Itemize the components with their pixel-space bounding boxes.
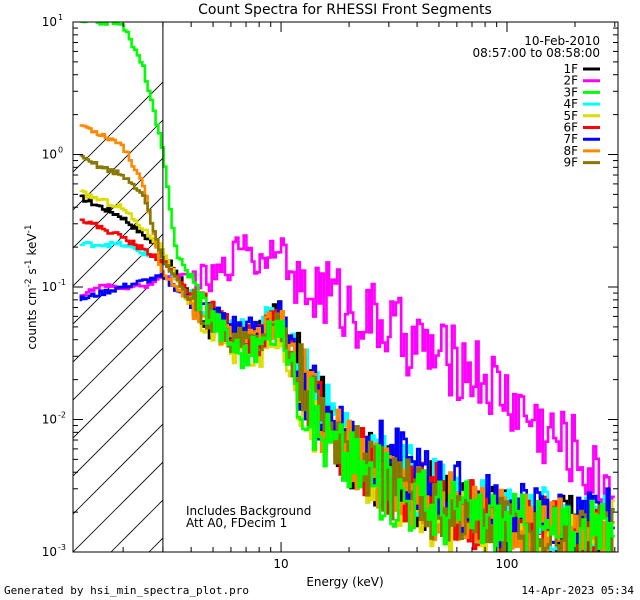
legend-label-6F: 6F: [563, 121, 578, 135]
x-tick-label: 100: [496, 557, 519, 571]
legend-label-7F: 7F: [563, 132, 578, 146]
y-tick-label: 10: [42, 280, 57, 294]
y-axis-label-text: counts cm-2 s-1 keV-1: [24, 224, 39, 349]
y-tick-label: 10: [42, 15, 57, 29]
hatch-line: [73, 461, 163, 552]
generated-by: Generated by hsi_min_spectra_plot.pro: [4, 584, 250, 597]
legend-label-9F: 9F: [563, 156, 578, 170]
legend-label-3F: 3F: [563, 85, 578, 99]
legend-label-2F: 2F: [563, 74, 578, 88]
legend-label-1F: 1F: [563, 62, 578, 76]
y-tick-label: 10: [42, 413, 57, 427]
legend-label-5F: 5F: [563, 109, 578, 123]
hatch-line: [529, 22, 640, 552]
annotation-background: Includes Background: [186, 504, 311, 518]
date-label: 10-Feb-2010: [524, 34, 600, 48]
y-tick-exponent: -3: [58, 543, 66, 552]
time-range-label: 08:57:00 to 08:58:00: [473, 46, 600, 60]
y-tick-exponent: 0: [58, 146, 63, 155]
hatch-line: [73, 423, 163, 515]
hatch-line: [73, 385, 163, 477]
y-tick-label: 10: [42, 545, 57, 559]
y-tick-exponent: -2: [58, 411, 66, 420]
chart-title: Count Spectra for RHESSI Front Segments: [198, 2, 492, 18]
series-line-3F: [79, 22, 615, 552]
hatch-line: [73, 81, 163, 173]
y-tick-label: 10: [42, 148, 57, 162]
y-tick-exponent: 1: [58, 13, 63, 22]
timestamp: 14-Apr-2023 05:34: [521, 584, 634, 597]
legend-label-8F: 8F: [563, 144, 578, 158]
annotation-attenuator: Att A0, FDecim 1: [186, 516, 287, 530]
x-axis-label: Energy (keV): [306, 575, 383, 589]
legend-label-4F: 4F: [563, 97, 578, 111]
y-axis-label: counts cm-2 s-1 keV-1: [24, 224, 39, 349]
y-tick-exponent: -1: [58, 278, 66, 287]
x-tick-label: 10: [273, 557, 288, 571]
series-layer: [79, 22, 615, 552]
